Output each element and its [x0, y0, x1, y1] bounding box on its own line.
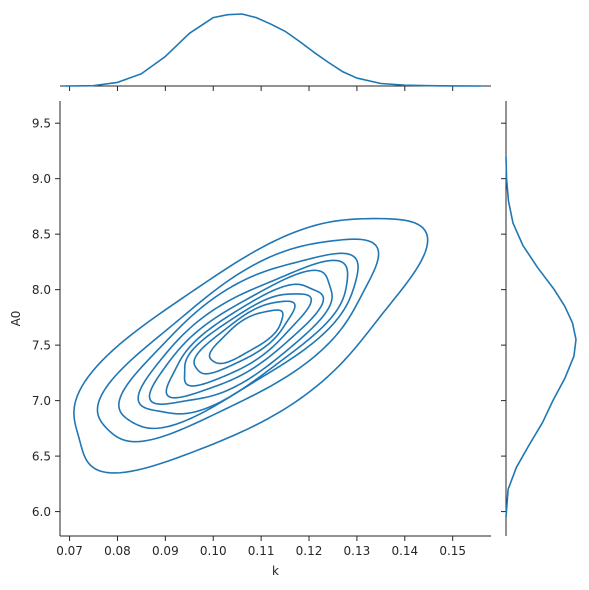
y-tick-label: 6.5: [32, 449, 51, 463]
contour-level-4: [137, 259, 349, 415]
y-ticks: 6.0 6.5 7.0 7.5 8.0 8.5 9.0 9.5: [32, 116, 60, 519]
x-ticks: 0.07 0.08 0.09 0.10 0.11 0.12 0.13 0.14 0.15: [56, 536, 466, 558]
marginal-y-density: [505, 155, 577, 518]
contour-level-6: [165, 283, 325, 399]
y-tick-label: 6.0: [32, 505, 51, 519]
contour-level-2: [96, 238, 380, 443]
right-marginal-ticks: [501, 122, 506, 513]
x-axis-label: k: [272, 564, 279, 578]
marginal-x-density: [63, 13, 483, 87]
x-tick-label: 0.15: [439, 544, 466, 558]
contour-level-5: [148, 269, 333, 405]
x-tick-label: 0.12: [296, 544, 323, 558]
y-tick-label: 7.5: [32, 338, 51, 352]
contour-level-3: [118, 252, 359, 430]
y-tick-label: 8.5: [32, 227, 51, 241]
contour-level-9: [208, 309, 284, 365]
x-tick-label: 0.10: [200, 544, 227, 558]
y-tick-label: 7.0: [32, 394, 51, 408]
x-tick-label: 0.13: [344, 544, 371, 558]
x-tick-label: 0.07: [56, 544, 83, 558]
x-tick-label: 0.14: [391, 544, 418, 558]
y-axis-label: A0: [9, 311, 23, 327]
x-tick-label: 0.08: [104, 544, 131, 558]
y-tick-label: 9.5: [32, 116, 51, 130]
main-axes: 0.07 0.08 0.09 0.10 0.11 0.12 0.13 0.14 0.15 6.0…: [9, 101, 491, 578]
contour-lines: [73, 217, 429, 474]
contour-level-1: [73, 217, 429, 474]
top-marginal-ticks: [69, 86, 454, 91]
y-tick-label: 9.0: [32, 172, 51, 186]
right-marginal-axes: [501, 101, 577, 536]
x-tick-label: 0.09: [152, 544, 179, 558]
contour-level-8: [193, 300, 296, 375]
x-tick-label: 0.11: [248, 544, 275, 558]
y-tick-label: 8.0: [32, 283, 51, 297]
top-marginal-axes: [60, 13, 491, 91]
contour-level-7: [183, 293, 313, 387]
